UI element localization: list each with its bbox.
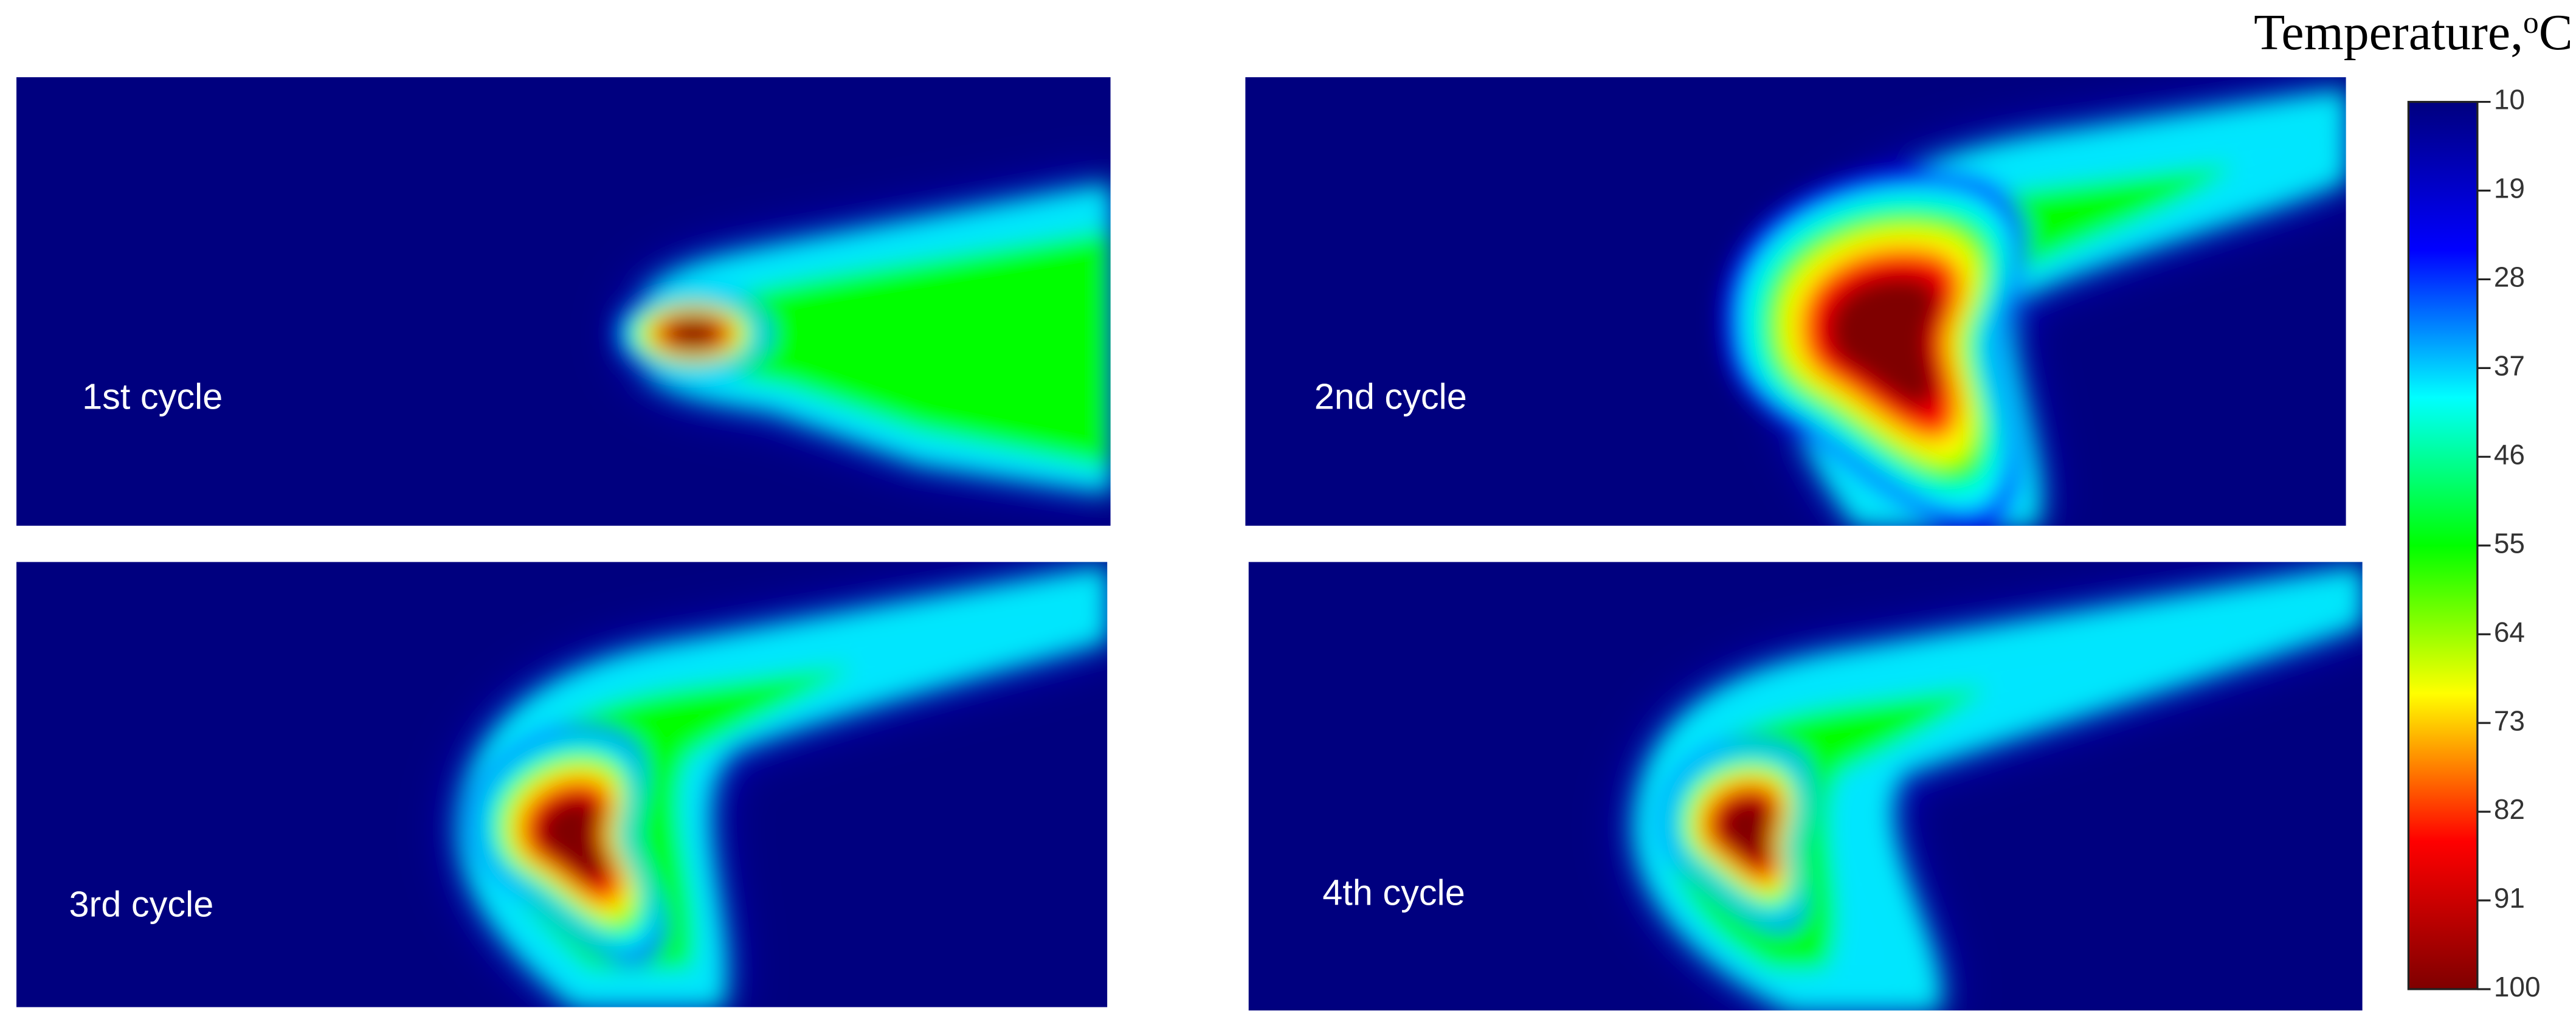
panel-label: 2nd cycle: [1314, 376, 1467, 416]
colorbar: [2407, 100, 2479, 990]
colorbar-tick-label: 82: [2494, 793, 2525, 825]
colorbar-tick-label: 91: [2494, 882, 2525, 914]
temperature-field: [1634, 567, 2363, 1011]
heatmap-panel: [16, 77, 1111, 526]
colorbar-title-text: Temperature,: [2254, 4, 2523, 61]
colorbar-tick-label: 10: [2494, 84, 2525, 116]
colorbar-tick-label: 100: [2494, 971, 2541, 1003]
colorbar-title-unit: C: [2539, 4, 2573, 61]
field-layer: [1716, 796, 1773, 868]
colorbar-tick-label: 55: [2494, 527, 2525, 559]
panel-label: 1st cycle: [82, 376, 223, 416]
heatmap-panel: [16, 562, 1108, 1007]
field-layer: [665, 318, 722, 349]
panel-label: 4th cycle: [1322, 872, 1465, 913]
colorbar-tick-label: 64: [2494, 616, 2525, 647]
field-layer: [1828, 275, 1940, 409]
colorbar-tick-label: 37: [2494, 350, 2525, 382]
temperature-field: [460, 567, 1108, 1007]
colorbar-tick-label: 73: [2494, 705, 2525, 736]
field-layer: [536, 796, 609, 885]
colorbar-title-superscript: o: [2523, 5, 2539, 40]
colorbar-tick-label: 46: [2494, 438, 2525, 470]
heatmap-panel: [1245, 77, 2346, 526]
temperature-field: [615, 184, 1111, 493]
panel-label: 3rd cycle: [69, 884, 213, 925]
field-layer: [689, 230, 1111, 469]
colorbar-tick-label: 28: [2494, 261, 2525, 293]
colorbar-title: Temperature,oC: [2254, 4, 2572, 61]
heatmap-panel: [1248, 562, 2363, 1011]
temperature-field: [1722, 90, 2346, 526]
colorbar-tick-label: 19: [2494, 173, 2525, 204]
